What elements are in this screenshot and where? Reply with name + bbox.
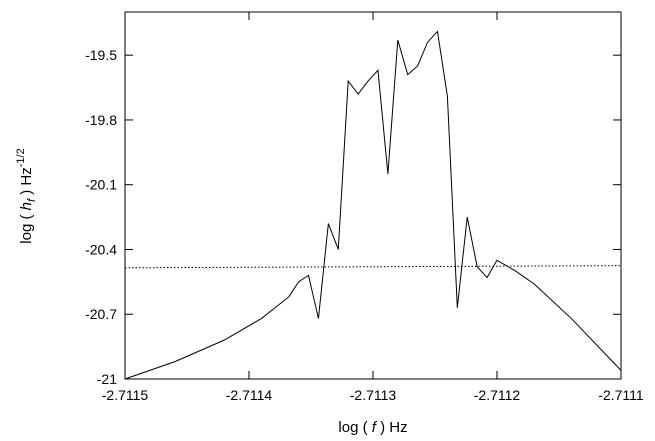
threshold-line	[124, 265, 622, 269]
x-label-suffix: ) Hz	[376, 419, 408, 436]
y-tick-label: -19.8	[85, 112, 117, 128]
y-tick-label: -21	[97, 371, 117, 387]
x-tick-label: -2.7115	[102, 387, 149, 403]
x-label-prefix: log (	[338, 419, 371, 436]
y-label-prefix: log (	[18, 210, 35, 243]
x-tick-label: -2.7111	[598, 387, 644, 403]
y-label-suffix: ) Hz	[18, 167, 35, 199]
y-tick-label: -20.1	[85, 177, 117, 193]
x-tick-label: -2.7114	[226, 387, 273, 403]
y-label-variable: h	[18, 202, 35, 210]
y-tick-label: -19.5	[85, 47, 117, 63]
x-tick-label: -2.7113	[350, 387, 397, 403]
spectrum-line	[124, 30, 622, 380]
ticks-layer: -2.7115 -2.7114 -2.7113 -2.7112 -2.7111 -21 -2…	[85, 12, 644, 403]
x-tick-label: -2.7112	[474, 387, 521, 403]
y-tick-label: -20.4	[85, 241, 117, 257]
x-label-variable: f	[372, 419, 378, 436]
y-label-superscript: -1/2	[15, 148, 27, 167]
y-label-subscript: f	[26, 198, 38, 202]
x-axis-label: log ( f ) Hz	[338, 419, 407, 436]
y-tick-label: -20.7	[85, 306, 117, 322]
plot-frame	[124, 11, 622, 380]
y-axis-label: log ( hf ) Hz-1/2	[15, 148, 38, 243]
series-layer	[124, 30, 622, 380]
